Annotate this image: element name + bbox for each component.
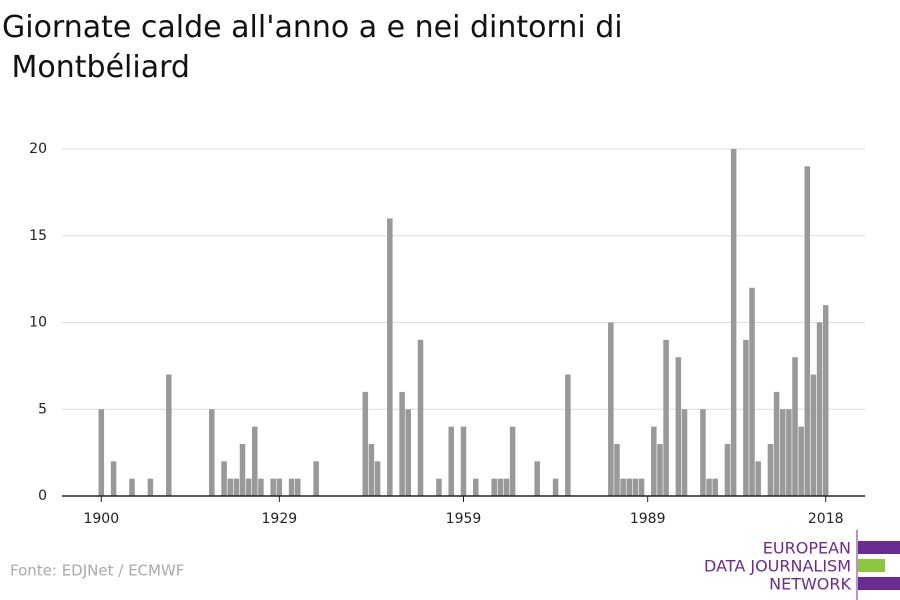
bar	[473, 478, 479, 496]
x-tick-label: 1959	[446, 511, 482, 527]
bar	[209, 409, 215, 496]
bar	[810, 374, 817, 496]
bar	[405, 409, 412, 496]
bar	[792, 357, 798, 496]
y-tick-label: 10	[29, 315, 47, 331]
bar	[675, 357, 682, 496]
bar	[448, 426, 454, 496]
bar	[509, 426, 516, 496]
logo-bar	[858, 577, 900, 590]
bar	[129, 478, 135, 496]
x-tick-label: 1929	[262, 511, 298, 527]
title-line: Giornate calde all'anno a e nei dintorni…	[2, 10, 623, 45]
bar	[638, 478, 645, 496]
bar	[276, 478, 283, 496]
y-tick-label: 5	[38, 401, 47, 417]
logo-text: NETWORK	[769, 575, 851, 594]
title-line: Montbéliard	[2, 50, 190, 85]
bar	[534, 461, 540, 496]
bar	[608, 322, 614, 496]
bar	[632, 478, 639, 496]
bar	[503, 478, 510, 496]
bar	[252, 426, 258, 496]
bar	[798, 426, 804, 496]
bar	[294, 478, 301, 496]
logo-text: DATA JOURNALISM	[704, 557, 851, 576]
bar	[399, 391, 405, 496]
bar	[626, 478, 633, 496]
logo-bar	[858, 559, 885, 572]
x-tick-label: 1989	[630, 511, 666, 527]
bar	[724, 443, 731, 496]
logo-bar	[858, 541, 900, 554]
bar	[227, 478, 233, 496]
bar	[270, 478, 276, 496]
bar	[221, 461, 227, 496]
x-tick-label: 2018	[808, 511, 844, 527]
bar	[614, 443, 620, 496]
bar	[657, 443, 663, 496]
bar	[98, 409, 105, 496]
bar	[362, 391, 369, 496]
bar	[620, 478, 626, 496]
source: Fonte: EDJNet / ECMWF	[10, 562, 184, 580]
bar	[387, 218, 393, 496]
logo: EUROPEAN DATA JOURNALISM NETWORK	[704, 530, 900, 600]
bar	[245, 478, 252, 496]
y-tick-label: 15	[29, 228, 47, 244]
bar	[368, 443, 375, 496]
bar	[681, 409, 688, 496]
bar	[565, 374, 571, 496]
bar	[147, 478, 154, 496]
bar	[804, 166, 811, 496]
bar	[651, 426, 657, 496]
y-tick-label: 0	[38, 488, 47, 504]
bar	[786, 409, 792, 496]
bar	[773, 391, 780, 496]
chart-title: Giornate calde all'anno a e nei dintorni…	[2, 10, 623, 85]
bar	[743, 339, 749, 496]
bar	[313, 461, 319, 496]
bar	[712, 478, 718, 496]
bar	[110, 461, 117, 496]
bar	[552, 478, 559, 496]
bar	[436, 478, 442, 496]
bar	[663, 339, 669, 496]
bar	[497, 478, 504, 496]
bar	[166, 374, 172, 496]
bar	[706, 478, 712, 496]
bar	[233, 478, 240, 496]
bar	[749, 287, 755, 496]
bar	[288, 478, 295, 496]
bar	[491, 478, 497, 496]
bar	[374, 461, 381, 496]
bar	[417, 339, 424, 496]
x-tick-label: 1900	[83, 511, 119, 527]
bar	[822, 305, 829, 496]
bar	[779, 409, 786, 496]
bar	[460, 426, 467, 496]
bar	[816, 322, 823, 496]
bar	[755, 461, 761, 496]
bar	[767, 443, 774, 496]
logo-text: EUROPEAN	[763, 539, 851, 558]
bar	[700, 409, 706, 496]
y-tick-label: 20	[29, 141, 47, 157]
bar	[239, 443, 246, 496]
bar	[258, 478, 264, 496]
bar	[730, 149, 737, 496]
